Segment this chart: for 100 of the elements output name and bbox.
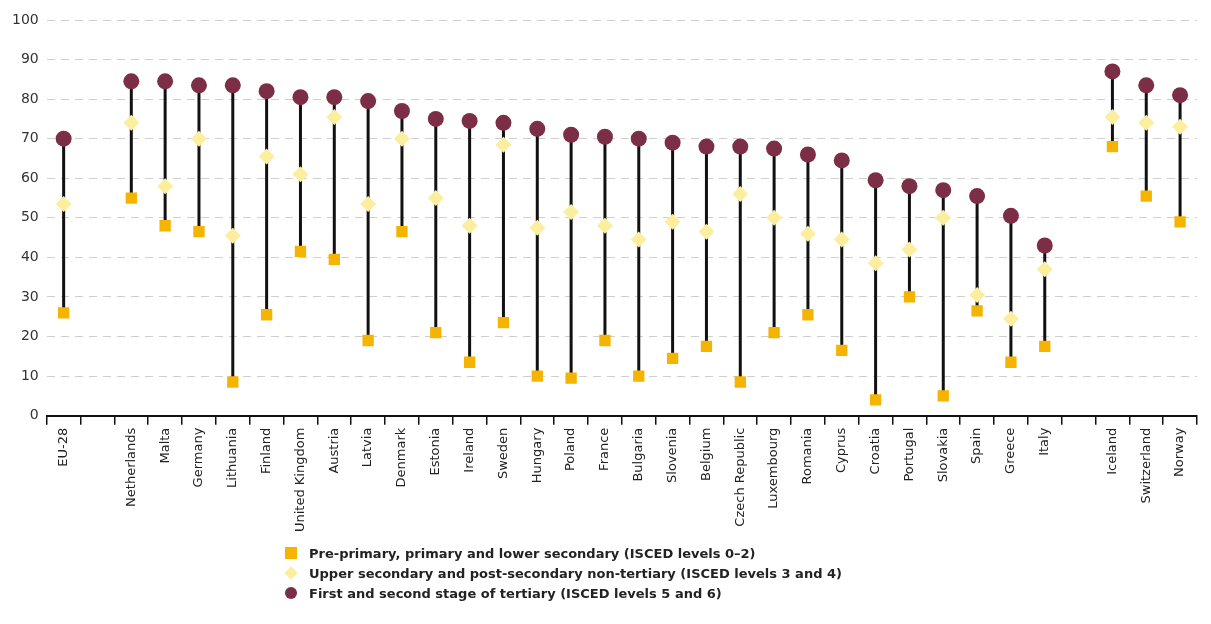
point bbox=[1140, 190, 1152, 202]
y-tick-label: 80 bbox=[20, 89, 39, 106]
x-tick-label: Finland bbox=[258, 427, 273, 475]
point bbox=[768, 326, 780, 339]
point bbox=[531, 370, 543, 382]
point bbox=[630, 130, 647, 147]
point bbox=[867, 172, 884, 189]
point bbox=[700, 340, 713, 353]
point bbox=[1039, 340, 1051, 353]
point bbox=[427, 190, 444, 207]
x-tick-label: Cyprus bbox=[833, 427, 849, 474]
point bbox=[529, 219, 546, 236]
x-tick-label: Luxembourg bbox=[765, 427, 781, 509]
point bbox=[123, 73, 140, 90]
point bbox=[258, 83, 275, 100]
point bbox=[633, 370, 645, 382]
point bbox=[123, 114, 140, 131]
point bbox=[937, 390, 949, 402]
point bbox=[1002, 207, 1019, 224]
point bbox=[563, 126, 580, 143]
point bbox=[258, 148, 275, 165]
y-tick-label: 60 bbox=[20, 168, 39, 185]
point bbox=[1104, 108, 1121, 125]
point bbox=[869, 394, 882, 406]
point bbox=[935, 182, 952, 199]
x-tick-label: Portugal bbox=[900, 427, 916, 482]
point bbox=[833, 152, 850, 169]
point bbox=[193, 226, 205, 238]
x-tick-label: Iceland bbox=[1103, 427, 1119, 475]
point bbox=[292, 89, 309, 106]
point bbox=[1104, 63, 1121, 80]
point bbox=[766, 140, 783, 157]
x-tick-label: France bbox=[596, 427, 612, 471]
point bbox=[1005, 356, 1017, 368]
point bbox=[766, 209, 783, 226]
point bbox=[969, 286, 986, 303]
y-tick-label: 50 bbox=[20, 208, 39, 225]
x-tick-label: Ireland bbox=[460, 427, 476, 473]
point bbox=[1138, 114, 1155, 131]
y-tick-label: 90 bbox=[20, 50, 39, 67]
y-tick-label: 10 bbox=[20, 366, 39, 383]
point bbox=[224, 227, 241, 244]
point bbox=[666, 352, 679, 364]
point bbox=[563, 203, 580, 220]
point bbox=[1174, 216, 1186, 228]
point bbox=[799, 146, 816, 163]
point bbox=[698, 223, 715, 240]
point bbox=[497, 317, 510, 329]
point bbox=[326, 89, 343, 106]
x-tick-label: Switzerland bbox=[1137, 427, 1153, 504]
y-tick-label: 0 bbox=[29, 406, 39, 423]
x-tick-label: United Kingdom bbox=[291, 427, 307, 532]
point bbox=[326, 108, 343, 125]
point bbox=[1172, 87, 1189, 104]
x-tick-label: Netherlands bbox=[122, 427, 138, 507]
x-tick-label: Denmark bbox=[393, 427, 409, 488]
x-tick-label: Czech Republic bbox=[731, 427, 747, 527]
point bbox=[495, 136, 512, 153]
point bbox=[1138, 77, 1155, 94]
x-tick-label: Latvia bbox=[359, 427, 375, 468]
point bbox=[495, 114, 512, 131]
x-tick-label: Germany bbox=[190, 427, 206, 488]
x-tick-label: Austria bbox=[325, 427, 341, 474]
point bbox=[596, 217, 613, 234]
x-tick-label: Slovenia bbox=[663, 427, 679, 483]
point bbox=[867, 255, 884, 272]
point bbox=[734, 376, 746, 388]
legend-label: First and second stage of tertiary (ISCED levels 5 and 6) bbox=[309, 585, 722, 601]
x-tick-label: Sweden bbox=[494, 427, 510, 480]
point bbox=[224, 77, 241, 94]
point bbox=[836, 344, 848, 357]
point bbox=[463, 356, 476, 368]
point bbox=[1036, 237, 1053, 254]
legend-label: Upper secondary and post-secondary non-tertiary (ISCED levels 3 and 4) bbox=[309, 565, 842, 581]
x-tick-label: Italy bbox=[1036, 427, 1052, 456]
x-tick-label: Greece bbox=[1002, 427, 1018, 474]
point bbox=[360, 195, 377, 212]
point bbox=[1036, 261, 1053, 278]
x-tick-label: Malta bbox=[156, 427, 172, 464]
point bbox=[1002, 310, 1019, 327]
point bbox=[698, 138, 715, 155]
point bbox=[901, 241, 918, 258]
y-tick-label: 30 bbox=[20, 287, 39, 304]
x-tick-label: Norway bbox=[1171, 427, 1187, 477]
y-tick-label: 20 bbox=[20, 327, 39, 344]
point bbox=[901, 178, 918, 195]
point bbox=[125, 192, 137, 204]
y-tick-label: 70 bbox=[20, 129, 39, 146]
point bbox=[664, 134, 681, 151]
point bbox=[935, 209, 952, 226]
point bbox=[360, 93, 377, 110]
x-tick-label: Bulgaria bbox=[630, 427, 646, 482]
point bbox=[57, 307, 70, 319]
point bbox=[565, 372, 577, 384]
y-tick-label: 40 bbox=[20, 248, 39, 265]
point bbox=[427, 110, 444, 127]
point bbox=[393, 103, 410, 119]
point bbox=[971, 305, 983, 317]
point bbox=[157, 178, 174, 195]
point bbox=[55, 130, 72, 147]
